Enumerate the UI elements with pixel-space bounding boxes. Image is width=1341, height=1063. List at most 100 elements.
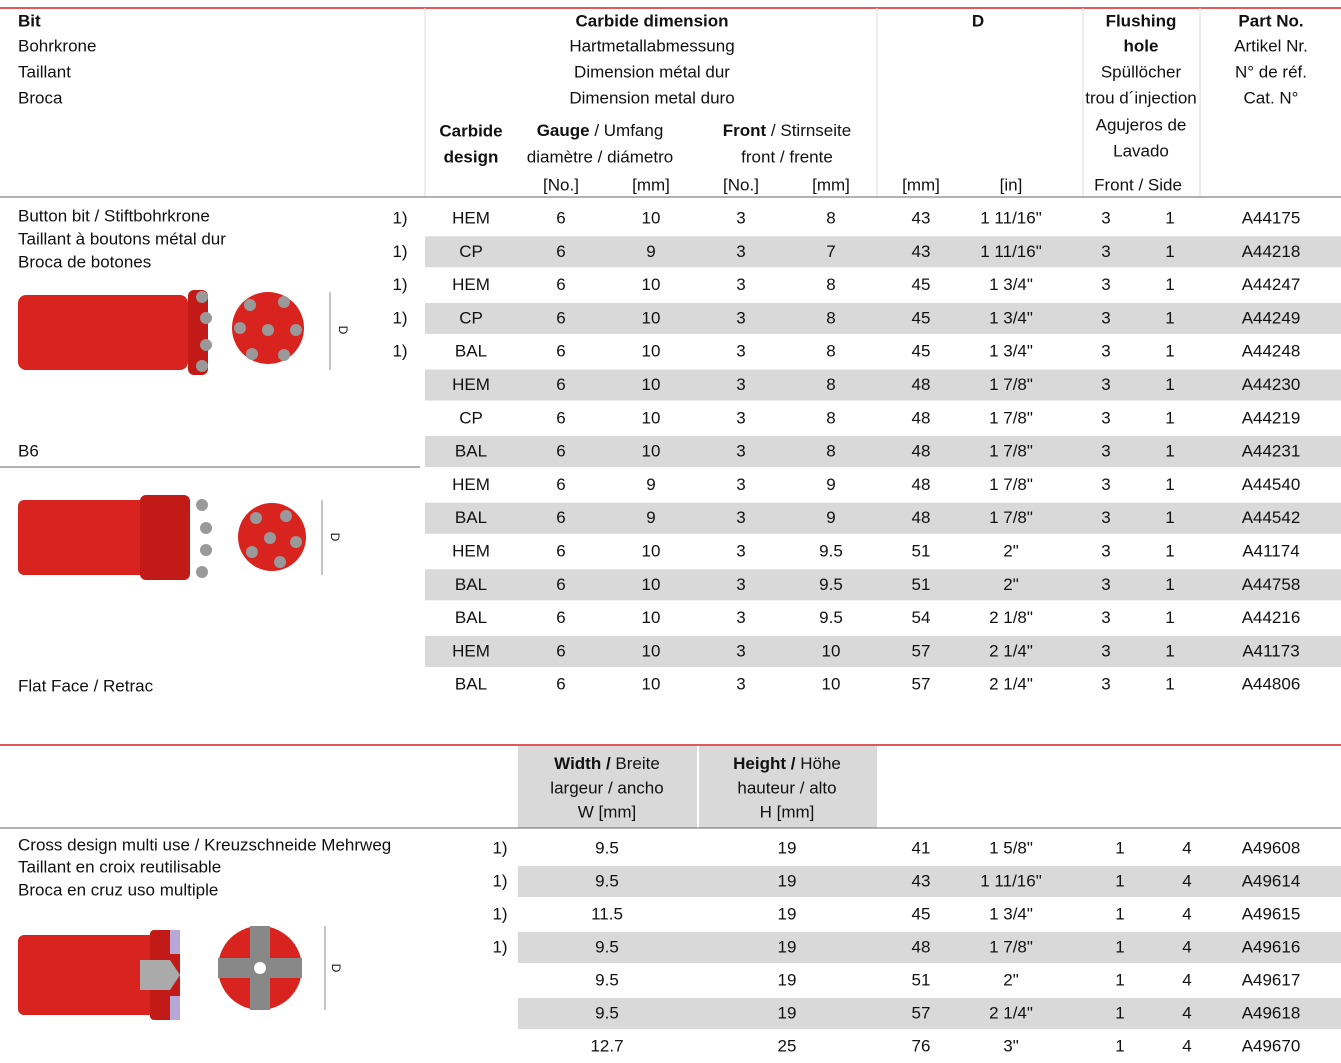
cell: 10 (642, 608, 661, 627)
cell: 9 (646, 475, 655, 494)
cell: 1 (1115, 1003, 1124, 1022)
text: / Umfang (590, 121, 664, 140)
height-header: H [mm] (760, 802, 815, 821)
cell: 1 (1165, 575, 1174, 594)
cell: 3 (736, 641, 745, 660)
cell: 19 (778, 904, 797, 923)
cell: 51 (912, 970, 931, 989)
cell: 1 (1165, 208, 1174, 227)
cell: 12.7 (590, 1036, 623, 1055)
cell: 6 (556, 375, 565, 394)
cell: 1 (1165, 608, 1174, 627)
row-shade (425, 635, 1341, 667)
cell: BAL (455, 575, 487, 594)
bold-text: Gauge (537, 121, 590, 140)
cell: CP (459, 308, 483, 327)
cell: 3 (736, 308, 745, 327)
text: Breite (611, 754, 660, 773)
cell: 3 (1101, 475, 1110, 494)
cell: 48 (912, 442, 931, 461)
cell: 48 (912, 375, 931, 394)
unit: [in] (1000, 175, 1023, 194)
cell: 10 (642, 575, 661, 594)
cell: 3 (736, 442, 745, 461)
cell: 2" (1003, 970, 1019, 989)
cell: 3 (1101, 242, 1110, 261)
flushing: Flushing (1106, 11, 1177, 30)
cell: A44218 (1242, 242, 1301, 261)
carbide-design: design (444, 147, 499, 166)
cell: 3 (736, 608, 745, 627)
cell: HEM (452, 541, 490, 560)
cell: 10 (822, 675, 841, 694)
row-shade (425, 502, 1341, 534)
cell: 8 (826, 375, 835, 394)
row-shade (425, 302, 1341, 334)
cell: 48 (912, 408, 931, 427)
part-no: N° de réf. (1235, 62, 1307, 81)
bit-label: Bit (18, 11, 41, 30)
cell: 54 (912, 608, 931, 627)
cell: 6 (556, 608, 565, 627)
cell: 1 (1165, 442, 1174, 461)
cell: 1 5/8" (989, 838, 1033, 857)
cell: A44231 (1242, 442, 1301, 461)
part-no: Cat. N° (1244, 88, 1299, 107)
cell: 1 3/4" (989, 904, 1033, 923)
unit: [mm] (902, 175, 940, 194)
cell: 3 (1101, 541, 1110, 560)
cell: A44542 (1242, 508, 1301, 527)
cell: 3" (1003, 1036, 1019, 1055)
cell: A44219 (1242, 408, 1301, 427)
bit-description: Cross design multi use / Kreuzschneide M… (18, 835, 391, 854)
cell: 3 (1101, 275, 1110, 294)
cell: 3 (736, 508, 745, 527)
row-shade (518, 746, 697, 828)
flushing: Spüllöcher (1101, 62, 1182, 81)
cell: 3 (736, 342, 745, 361)
cell: 10 (642, 641, 661, 660)
text: / Stirnseite (766, 121, 851, 140)
bit-label: Bohrkrone (18, 36, 96, 55)
cell: 3 (1101, 408, 1110, 427)
cell: 10 (642, 675, 661, 694)
cell: A41174 (1242, 541, 1299, 560)
row-shade (425, 436, 1341, 468)
cell: 6 (556, 442, 565, 461)
cell: 10 (642, 275, 661, 294)
cell: 1 (1165, 641, 1174, 660)
cell: 41 (912, 838, 931, 857)
cell: A44248 (1242, 342, 1301, 361)
carbide-dimension: Dimension metal duro (569, 88, 734, 107)
bit-label: Broca (18, 88, 63, 107)
cell: 2 1/4" (989, 675, 1033, 694)
cell: 19 (778, 871, 797, 890)
cell: 6 (556, 575, 565, 594)
cell: 1) (492, 838, 507, 857)
cell: BAL (455, 508, 487, 527)
cell: 3 (736, 208, 745, 227)
cell: 6 (556, 675, 565, 694)
cell: 1) (392, 342, 407, 361)
cell: 45 (912, 904, 931, 923)
cell: A44249 (1242, 308, 1301, 327)
row-shade (425, 236, 1341, 268)
bit-description: B6 (18, 441, 39, 460)
cell: 2 1/4" (989, 641, 1033, 660)
cell: 10 (642, 541, 661, 560)
cell: BAL (455, 675, 487, 694)
cross-bit-image: D (18, 926, 343, 1020)
cell: 9.5 (595, 1003, 619, 1022)
cell: 1 11/16" (980, 242, 1042, 261)
cell: 19 (778, 1003, 797, 1022)
cell: 10 (642, 442, 661, 461)
cell: 9.5 (819, 575, 843, 594)
cell: 43 (912, 208, 931, 227)
cell: 1 (1115, 904, 1124, 923)
cell: 9 (826, 508, 835, 527)
cell: 19 (778, 970, 797, 989)
cell: 8 (826, 442, 835, 461)
bit-description: Button bit / Stiftbohrkrone (18, 206, 210, 225)
carbide-dimension: Hartmetallabmessung (569, 36, 734, 55)
cell: 19 (778, 838, 797, 857)
